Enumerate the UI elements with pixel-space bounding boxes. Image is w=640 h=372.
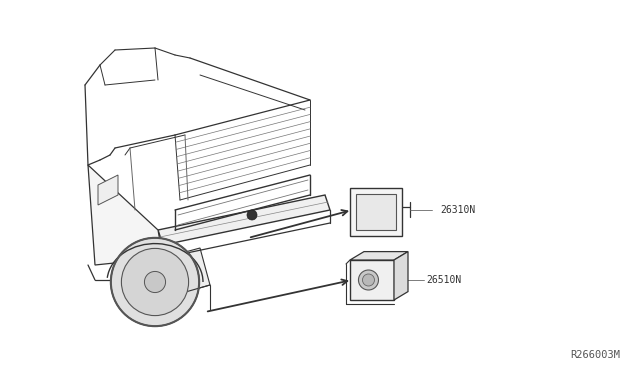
Polygon shape <box>88 165 163 265</box>
Polygon shape <box>350 260 394 300</box>
Polygon shape <box>98 175 118 205</box>
Circle shape <box>247 210 257 220</box>
Polygon shape <box>394 251 408 300</box>
Polygon shape <box>350 188 402 236</box>
Circle shape <box>122 248 189 315</box>
Text: R266003M: R266003M <box>570 350 620 360</box>
Text: 26310N: 26310N <box>440 205 476 215</box>
Circle shape <box>362 274 374 286</box>
Text: 26510N: 26510N <box>426 275 461 285</box>
Circle shape <box>111 238 199 326</box>
Circle shape <box>358 270 378 290</box>
Polygon shape <box>350 251 408 260</box>
Circle shape <box>145 272 166 292</box>
Polygon shape <box>163 248 210 295</box>
Polygon shape <box>356 194 396 230</box>
Polygon shape <box>158 195 330 245</box>
